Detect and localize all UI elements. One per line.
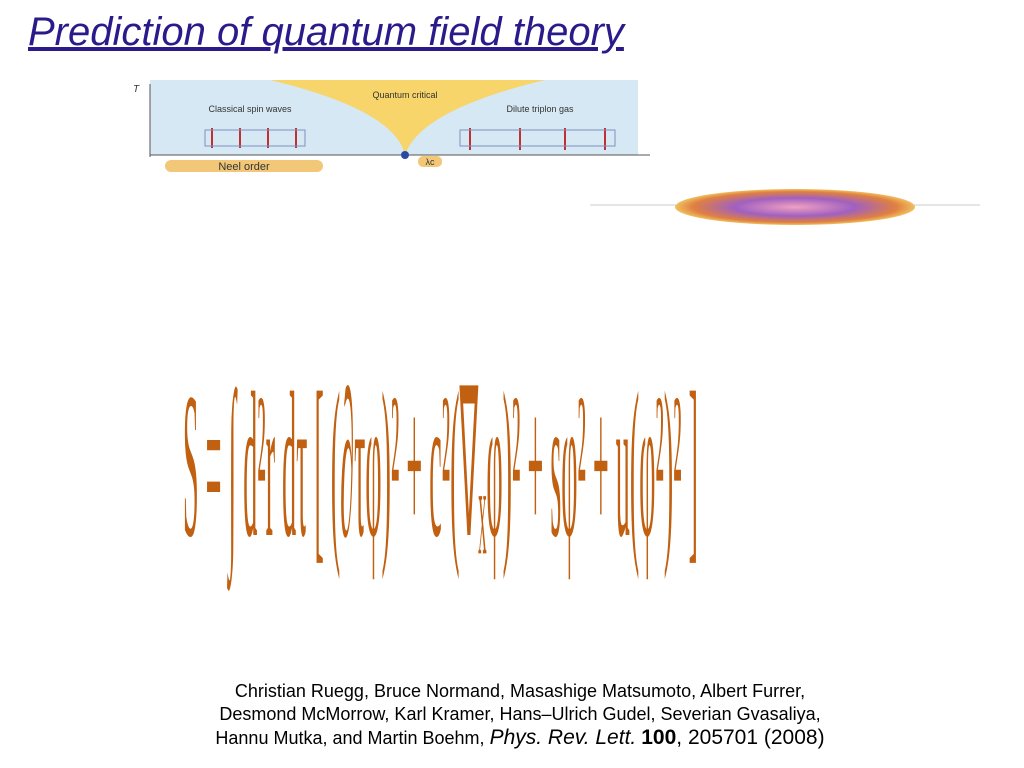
sombrero: [675, 189, 915, 225]
critical-region: [270, 80, 545, 155]
lattice: [204, 129, 616, 147]
citation: Christian Ruegg, Bruce Normand, Masashig…: [120, 680, 920, 750]
critical-point: [401, 151, 409, 159]
pages: , 205701 (2008): [676, 726, 825, 749]
neel-bar: [165, 160, 323, 172]
citation-line: Christian Ruegg, Bruce Normand, Masashig…: [234, 681, 806, 701]
point-box: [418, 156, 442, 167]
region-label: Classical spin waves: [208, 104, 292, 114]
region-label: Dilute triplon gas: [506, 104, 574, 114]
axis-label: T: [133, 84, 140, 95]
region-label: Quantum critical: [372, 90, 437, 100]
citation-line: Desmond McMorrow, Karl Kramer, Hans–Ulri…: [219, 704, 821, 724]
potential-surface: [590, 189, 980, 225]
point-label: λc: [426, 157, 436, 167]
phase-diagram: T Classical spin waves Quantum critical …: [133, 80, 650, 173]
volume: 100: [641, 726, 677, 749]
citation-line: Hannu Mutka, and Martin Boehm,: [215, 728, 485, 748]
journal: Phys. Rev. Lett.: [489, 726, 637, 749]
slide-title: Prediction of quantum field theory: [28, 10, 624, 54]
region-label: Neel order: [218, 161, 270, 173]
formula: S = ∫ d²r dτ [ (∂τφ)² + c²(∇ₓφ)² + sφ² +…: [183, 352, 698, 592]
